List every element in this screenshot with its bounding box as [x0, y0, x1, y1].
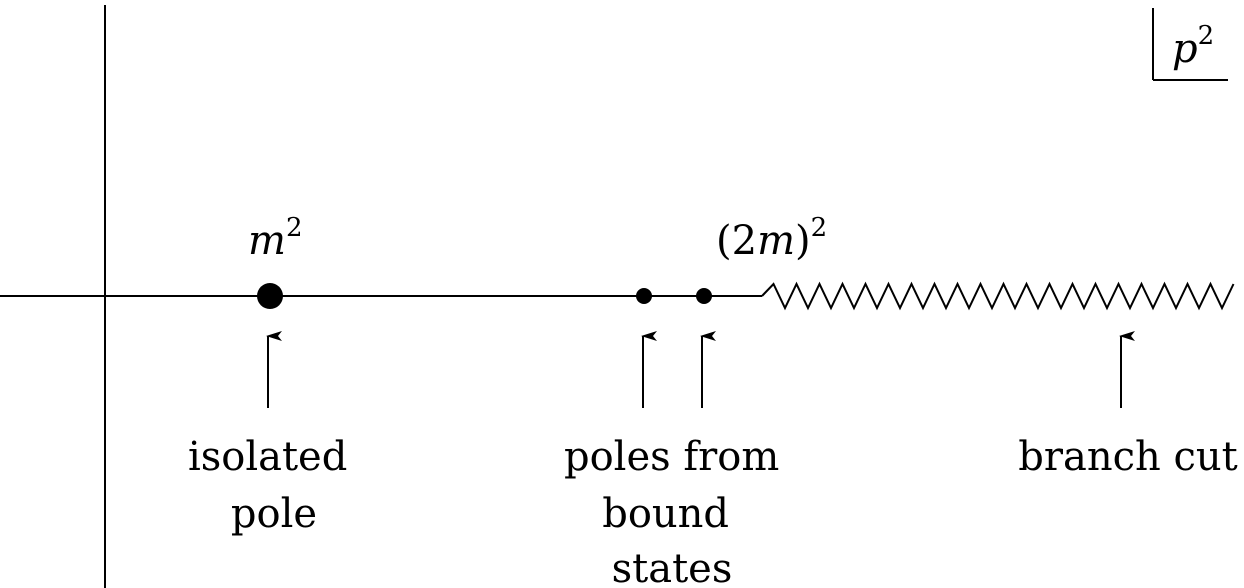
variable-box: p2 — [1153, 8, 1228, 80]
isolated-pole-caption: isolated pole — [188, 434, 360, 537]
isolated-pole-dot — [257, 283, 283, 309]
branch-cut-zigzag — [762, 284, 1234, 308]
bound-states-caption: poles from bound states — [564, 434, 792, 588]
variable-label: p2 — [1172, 21, 1214, 72]
bound-state-pole-dot — [696, 288, 712, 304]
threshold-m: m — [757, 218, 795, 264]
branch-cut-caption: branch cut — [1018, 434, 1237, 480]
bound-state-pole-dot — [636, 288, 652, 304]
threshold-two: 2 — [732, 218, 757, 264]
isolated-pole-mass-label: m2 — [248, 213, 302, 264]
threshold-label: (2m)2 — [716, 213, 827, 264]
